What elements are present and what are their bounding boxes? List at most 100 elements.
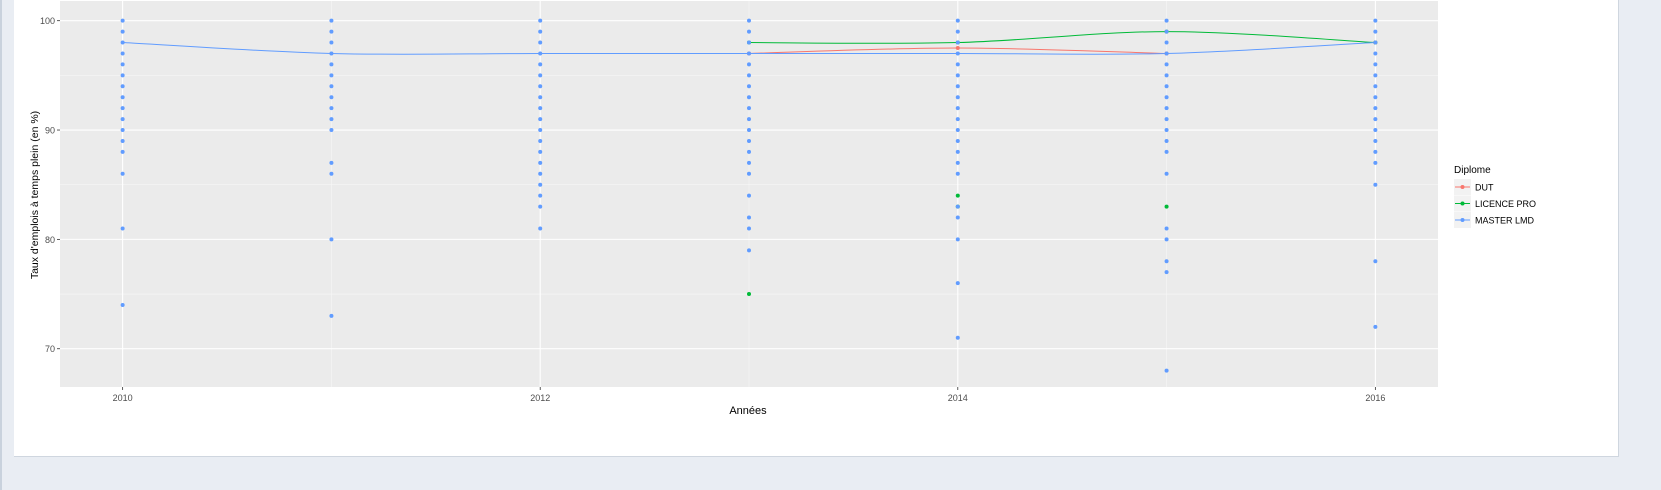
data-point-master-lmd [955,171,960,176]
data-point-master-lmd [538,117,543,122]
y-tick-label: 100 [40,16,55,26]
data-point-master-lmd [120,95,125,100]
data-point-master-lmd [955,106,960,111]
data-point-master-lmd [1373,106,1378,111]
data-point-master-lmd [747,18,751,23]
data-point-master-lmd [1373,117,1378,122]
data-point-master-lmd [1373,84,1378,89]
data-point-master-lmd [120,40,125,45]
data-point-master-lmd [120,51,125,56]
data-point-master-lmd [329,117,334,122]
data-point-master-lmd [747,106,751,111]
data-point-master-lmd [1373,182,1378,187]
data-point-master-lmd [329,237,334,242]
data-point-master-lmd [120,226,125,231]
data-point-master-lmd [747,40,751,45]
data-point-master-lmd [955,117,960,122]
window-left-border [0,0,2,490]
data-point-master-lmd [538,193,543,198]
data-point-master-lmd [955,29,960,34]
data-point-master-lmd [1373,149,1378,154]
x-tick-label: 2016 [1365,393,1385,403]
data-point-master-lmd [955,51,960,56]
data-point-master-lmd [1373,62,1378,67]
data-point-licence-pro [1164,204,1169,209]
data-point-master-lmd [329,313,334,318]
data-point-master-lmd [1164,95,1169,100]
data-point-master-lmd [747,248,751,253]
data-point-master-lmd [955,237,960,242]
data-point-master-lmd [1164,18,1169,23]
data-point-master-lmd [329,73,334,78]
data-point-master-lmd [1164,51,1169,56]
data-point-master-lmd [120,138,125,143]
data-point-master-lmd [329,106,334,111]
data-point-master-lmd [120,117,125,122]
data-point-master-lmd [120,84,125,89]
data-point-master-lmd [1373,259,1378,264]
legend-point-dut [1460,185,1465,189]
data-point-master-lmd [538,138,543,143]
data-point-master-lmd [329,128,334,133]
legend: Diplome DUT LICENCE PRO MASTER LMD [1454,165,1536,228]
data-point-master-lmd [1373,73,1378,78]
data-point-master-lmd [747,226,751,231]
data-point-master-lmd [955,40,960,45]
data-point-master-lmd [955,215,960,220]
data-point-master-lmd [747,193,751,198]
data-point-master-lmd [955,128,960,133]
data-point-master-lmd [747,84,751,89]
axes: 70 80 90 100 2010 2012 2014 2016 [40,16,1385,403]
data-point-master-lmd [1164,40,1169,45]
data-point-master-lmd [1164,368,1169,373]
data-point-master-lmd [1373,51,1378,56]
data-point-master-lmd [955,204,960,209]
data-point-master-lmd [538,171,543,176]
data-point-master-lmd [538,128,543,133]
data-point-master-lmd [1164,259,1169,264]
data-point-master-lmd [329,40,334,45]
data-point-master-lmd [538,62,543,67]
data-point-master-lmd [329,160,334,165]
y-tick-label: 90 [45,126,55,136]
data-point-master-lmd [120,171,125,176]
data-point-master-lmd [1164,84,1169,89]
data-point-master-lmd [1373,29,1378,34]
legend-point-licence-pro [1460,201,1465,206]
data-point-master-lmd [1164,29,1169,34]
legend-point-master-lmd [1460,218,1465,222]
data-points [120,18,1378,373]
data-point-master-lmd [1373,138,1378,143]
data-point-master-lmd [120,302,125,307]
data-point-master-lmd [1164,171,1169,176]
data-point-licence-pro [747,292,751,297]
data-point-master-lmd [955,138,960,143]
data-point-master-lmd [538,226,543,231]
data-point-master-lmd [538,73,543,78]
data-point-licence-pro [955,193,960,198]
data-point-master-lmd [538,29,543,34]
x-tick-label: 2012 [530,393,550,403]
y-tick-label: 80 [45,235,55,245]
data-point-master-lmd [538,84,543,89]
data-point-master-lmd [747,117,751,122]
data-point-master-lmd [955,84,960,89]
data-point-master-lmd [120,149,125,154]
data-point-master-lmd [329,171,334,176]
series-line-licence-pro [748,31,1376,44]
data-point-master-lmd [329,95,334,100]
data-point-master-lmd [955,95,960,100]
data-point-master-lmd [955,149,960,154]
data-point-master-lmd [120,29,125,34]
data-point-master-lmd [538,149,543,154]
data-point-master-lmd [1164,138,1169,143]
y-tick-label: 70 [45,344,55,354]
data-point-master-lmd [120,62,125,67]
data-point-master-lmd [747,51,751,56]
data-point-master-lmd [120,106,125,111]
data-point-master-lmd [1164,149,1169,154]
data-point-master-lmd [955,62,960,67]
data-point-master-lmd [538,204,543,209]
data-point-master-lmd [955,160,960,165]
data-point-master-lmd [747,160,751,165]
